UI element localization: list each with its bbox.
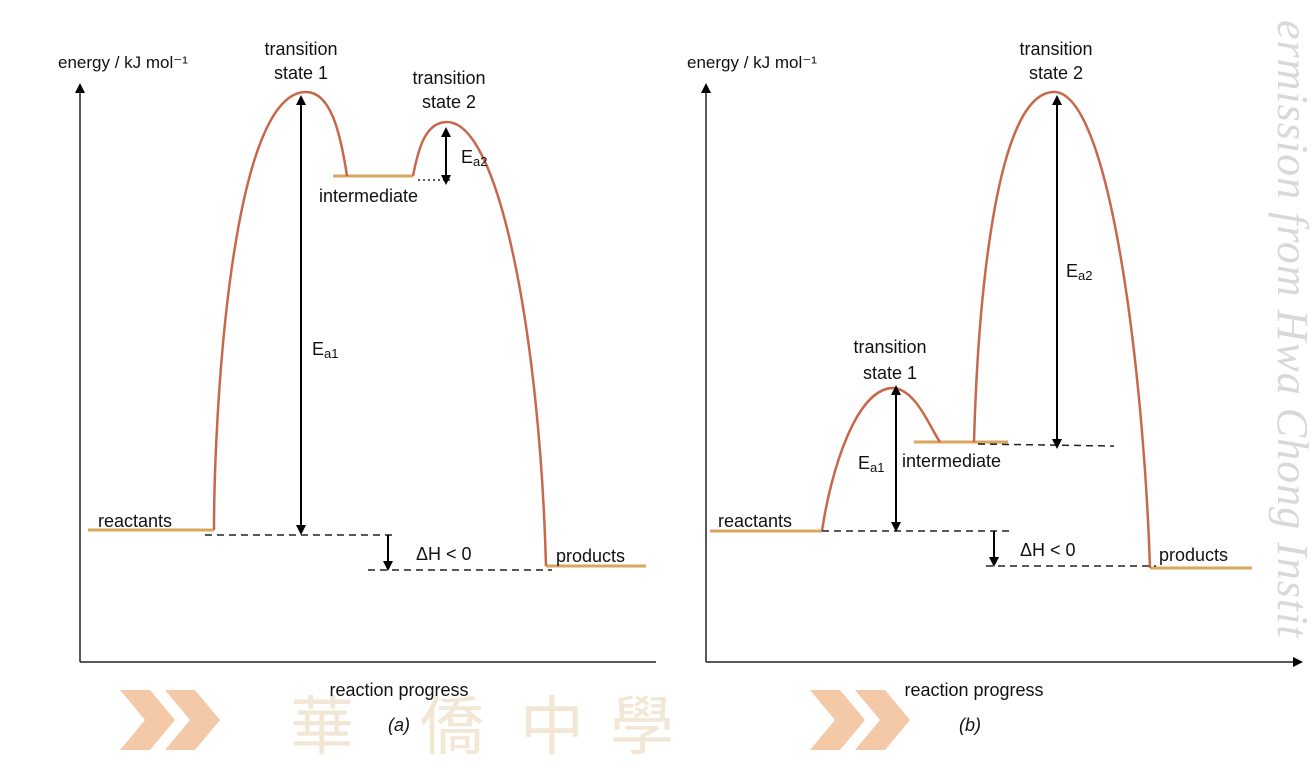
ts1-curve (820, 386, 942, 532)
intermediate-dashed-line (977, 443, 1115, 447)
ts2-label-line2: state 2 (421, 92, 477, 112)
diagram-a-drawing (75, 83, 656, 663)
watermark-char-3: 中 (520, 691, 584, 765)
delta-h-label: ΔH < 0 (416, 544, 472, 564)
ts1-label-line2: state 1 (273, 63, 329, 83)
ea2-label: Ea2 (1066, 261, 1093, 283)
y-axis-label: energy / kJ mol⁻¹ (58, 53, 188, 72)
ea1-label: Ea1 (858, 453, 885, 475)
ts1-curve (212, 90, 349, 531)
ts2-curve (411, 120, 548, 567)
ts1-label-line1: transition (853, 337, 927, 357)
watermark-char-1: 華 (290, 691, 354, 765)
diagram-b-drawing (701, 83, 1303, 667)
reactants-label: reactants (718, 511, 793, 531)
y-axis-label: energy / kJ mol⁻¹ (687, 53, 817, 72)
ts2-label-line2: state 2 (1028, 63, 1084, 83)
products-label: products (1159, 545, 1229, 565)
watermark-chevron-b-icon (810, 690, 910, 750)
diagram-b: energy / kJ mol⁻¹ transition state 2 Ea2… (656, 0, 1312, 756)
intermediate-label: intermediate (902, 451, 1002, 471)
ts1-label-line2: state 1 (862, 363, 918, 383)
diagram-a: energy / kJ mol⁻¹ transition state 1 tra… (0, 0, 656, 756)
ea2-label: Ea2 (461, 147, 488, 169)
ea1-label: Ea1 (312, 339, 339, 361)
caption-a: (a) (388, 715, 410, 735)
x-axis-label: reaction progress (904, 680, 1044, 700)
watermark-text: ermission from Hwa Chong Instit (1268, 20, 1312, 639)
watermark-char-4: 學 (610, 691, 674, 765)
x-axis-label: reaction progress (329, 680, 469, 700)
watermark-chevron-a-icon (120, 690, 220, 750)
ts2-label-line1: transition (412, 68, 486, 88)
intermediate-label: intermediate (319, 186, 419, 206)
ts2-curve (972, 90, 1152, 569)
watermark-char-2: 僑 (420, 691, 484, 765)
delta-h-label: ΔH < 0 (1020, 540, 1076, 560)
ts1-label-line1: transition (264, 39, 338, 59)
reactants-label: reactants (98, 511, 173, 531)
products-label: products (556, 546, 626, 566)
ts2-label-line1: transition (1019, 39, 1093, 59)
caption-b: (b) (959, 715, 981, 735)
